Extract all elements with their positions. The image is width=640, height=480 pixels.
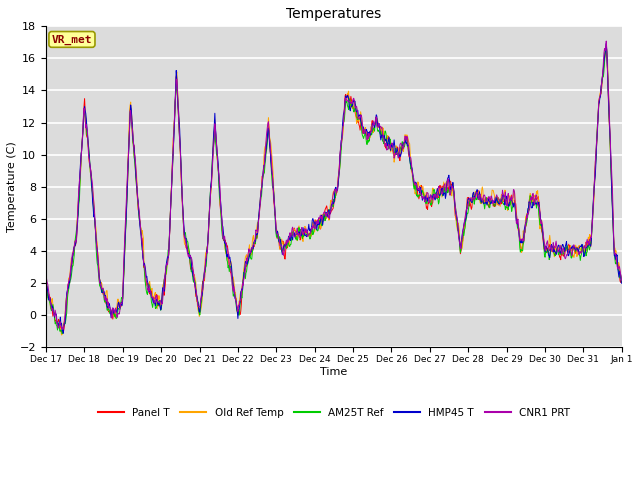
Old Ref Temp bbox=[276, 242, 284, 248]
AM25T Ref bbox=[276, 234, 284, 240]
AM25T Ref bbox=[438, 187, 446, 193]
AM25T Ref bbox=[58, 331, 66, 336]
Panel T bbox=[502, 200, 510, 206]
Panel T bbox=[102, 298, 109, 304]
AM25T Ref bbox=[42, 277, 50, 283]
Old Ref Temp bbox=[102, 298, 109, 304]
Text: VR_met: VR_met bbox=[52, 34, 92, 45]
Y-axis label: Temperature (C): Temperature (C) bbox=[7, 141, 17, 232]
Line: HMP45 T: HMP45 T bbox=[46, 44, 622, 333]
Panel T bbox=[438, 183, 446, 189]
CNR1 PRT bbox=[42, 278, 50, 284]
CNR1 PRT bbox=[602, 38, 610, 44]
Line: Old Ref Temp: Old Ref Temp bbox=[46, 46, 622, 335]
Old Ref Temp bbox=[296, 228, 304, 234]
HMP45 T bbox=[618, 280, 626, 286]
CNR1 PRT bbox=[102, 298, 109, 303]
AM25T Ref bbox=[602, 43, 610, 49]
CNR1 PRT bbox=[60, 326, 67, 332]
Old Ref Temp bbox=[492, 201, 499, 206]
HMP45 T bbox=[276, 240, 284, 246]
CNR1 PRT bbox=[502, 201, 510, 206]
HMP45 T bbox=[492, 200, 499, 206]
Line: AM25T Ref: AM25T Ref bbox=[46, 46, 622, 334]
HMP45 T bbox=[42, 278, 50, 284]
Line: CNR1 PRT: CNR1 PRT bbox=[46, 41, 622, 329]
AM25T Ref bbox=[618, 279, 626, 285]
AM25T Ref bbox=[502, 204, 510, 210]
Line: Panel T: Panel T bbox=[46, 50, 622, 332]
Panel T bbox=[276, 244, 284, 250]
CNR1 PRT bbox=[296, 234, 304, 240]
Panel T bbox=[602, 48, 609, 53]
Panel T bbox=[60, 329, 67, 335]
AM25T Ref bbox=[492, 196, 499, 202]
Old Ref Temp bbox=[602, 43, 610, 48]
HMP45 T bbox=[602, 41, 610, 47]
CNR1 PRT bbox=[618, 277, 626, 283]
CNR1 PRT bbox=[492, 195, 499, 201]
CNR1 PRT bbox=[276, 238, 284, 243]
Old Ref Temp bbox=[438, 194, 446, 200]
Panel T bbox=[492, 203, 499, 209]
Panel T bbox=[42, 278, 50, 284]
HMP45 T bbox=[102, 292, 109, 298]
AM25T Ref bbox=[296, 227, 304, 232]
HMP45 T bbox=[296, 232, 304, 238]
Old Ref Temp bbox=[618, 277, 626, 283]
Legend: Panel T, Old Ref Temp, AM25T Ref, HMP45 T, CNR1 PRT: Panel T, Old Ref Temp, AM25T Ref, HMP45 … bbox=[93, 404, 574, 422]
CNR1 PRT bbox=[438, 190, 446, 195]
Panel T bbox=[618, 280, 626, 286]
Title: Temperatures: Temperatures bbox=[286, 7, 381, 21]
HMP45 T bbox=[438, 185, 446, 191]
HMP45 T bbox=[502, 196, 510, 202]
Old Ref Temp bbox=[42, 279, 50, 285]
AM25T Ref bbox=[102, 296, 109, 301]
Panel T bbox=[296, 237, 304, 243]
HMP45 T bbox=[60, 330, 67, 336]
X-axis label: Time: Time bbox=[320, 367, 348, 377]
Old Ref Temp bbox=[502, 198, 510, 204]
Old Ref Temp bbox=[58, 332, 65, 338]
